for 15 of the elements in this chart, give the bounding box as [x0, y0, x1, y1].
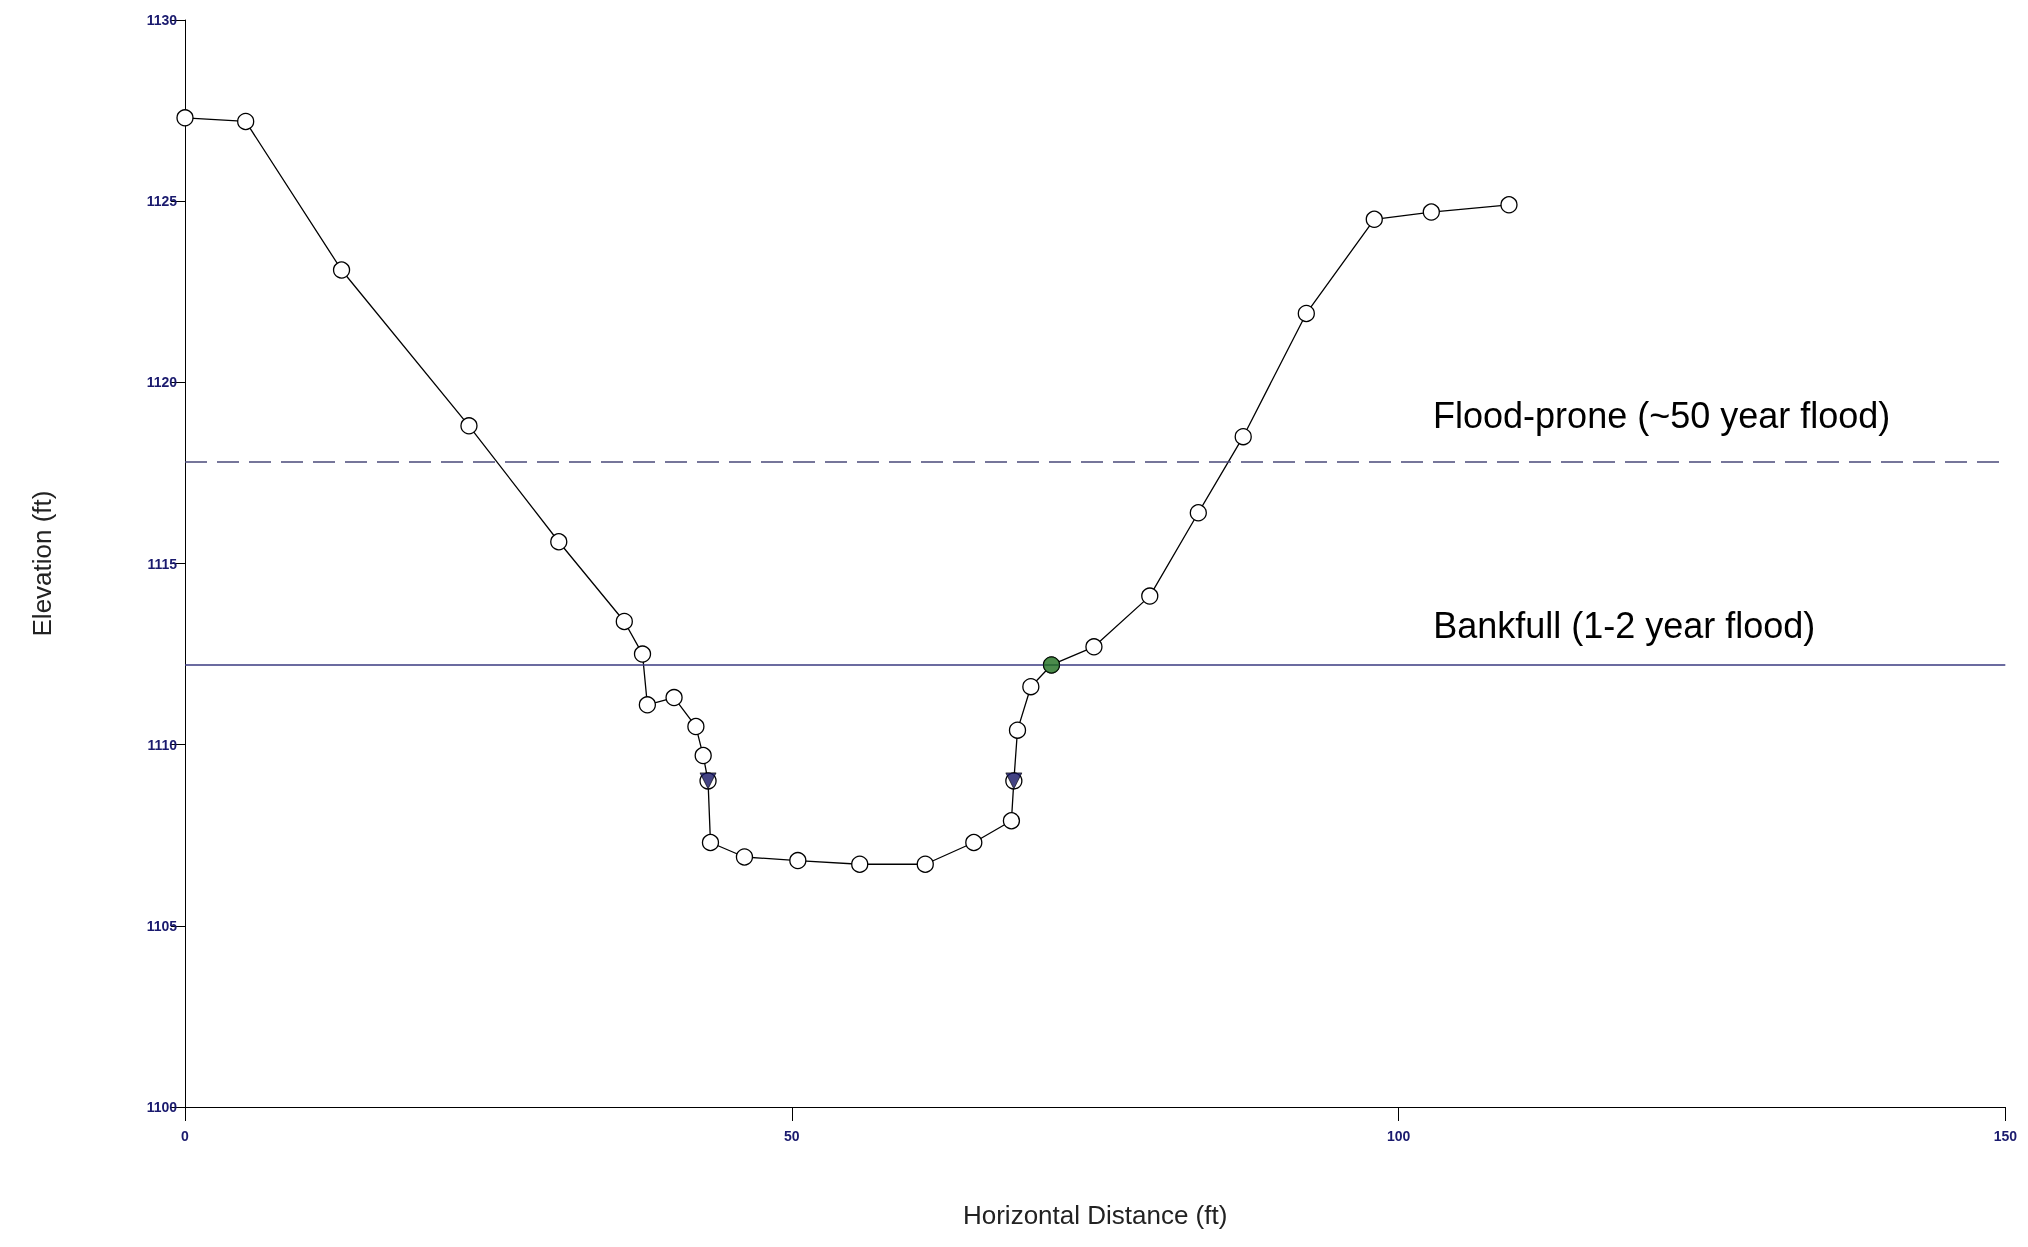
ref-line-label: Bankfull (1-2 year flood)	[1433, 605, 1816, 647]
y-axis-title: Elevation (ft)	[27, 490, 57, 637]
ref-line-label: Flood-prone (~50 year flood)	[1433, 394, 1891, 436]
y-tick-label: 1105	[146, 917, 178, 934]
x-tick-label: 150	[1993, 1128, 2018, 1144]
y-tick-label: 1130	[146, 12, 178, 28]
y-tick-label: 1115	[147, 555, 178, 572]
x-tick-label: 100	[1386, 1128, 1411, 1144]
x-tick-label: 50	[783, 1128, 800, 1144]
x-axis-title: Horizontal Distance (ft)	[962, 1200, 1228, 1230]
y-tick-label: 1125	[146, 193, 178, 210]
y-tick-label: 1100	[146, 1099, 178, 1115]
y-tick-label: 1110	[147, 736, 178, 753]
y-tick-label: 1120	[146, 374, 178, 391]
x-tick-label: 0	[181, 1128, 190, 1144]
